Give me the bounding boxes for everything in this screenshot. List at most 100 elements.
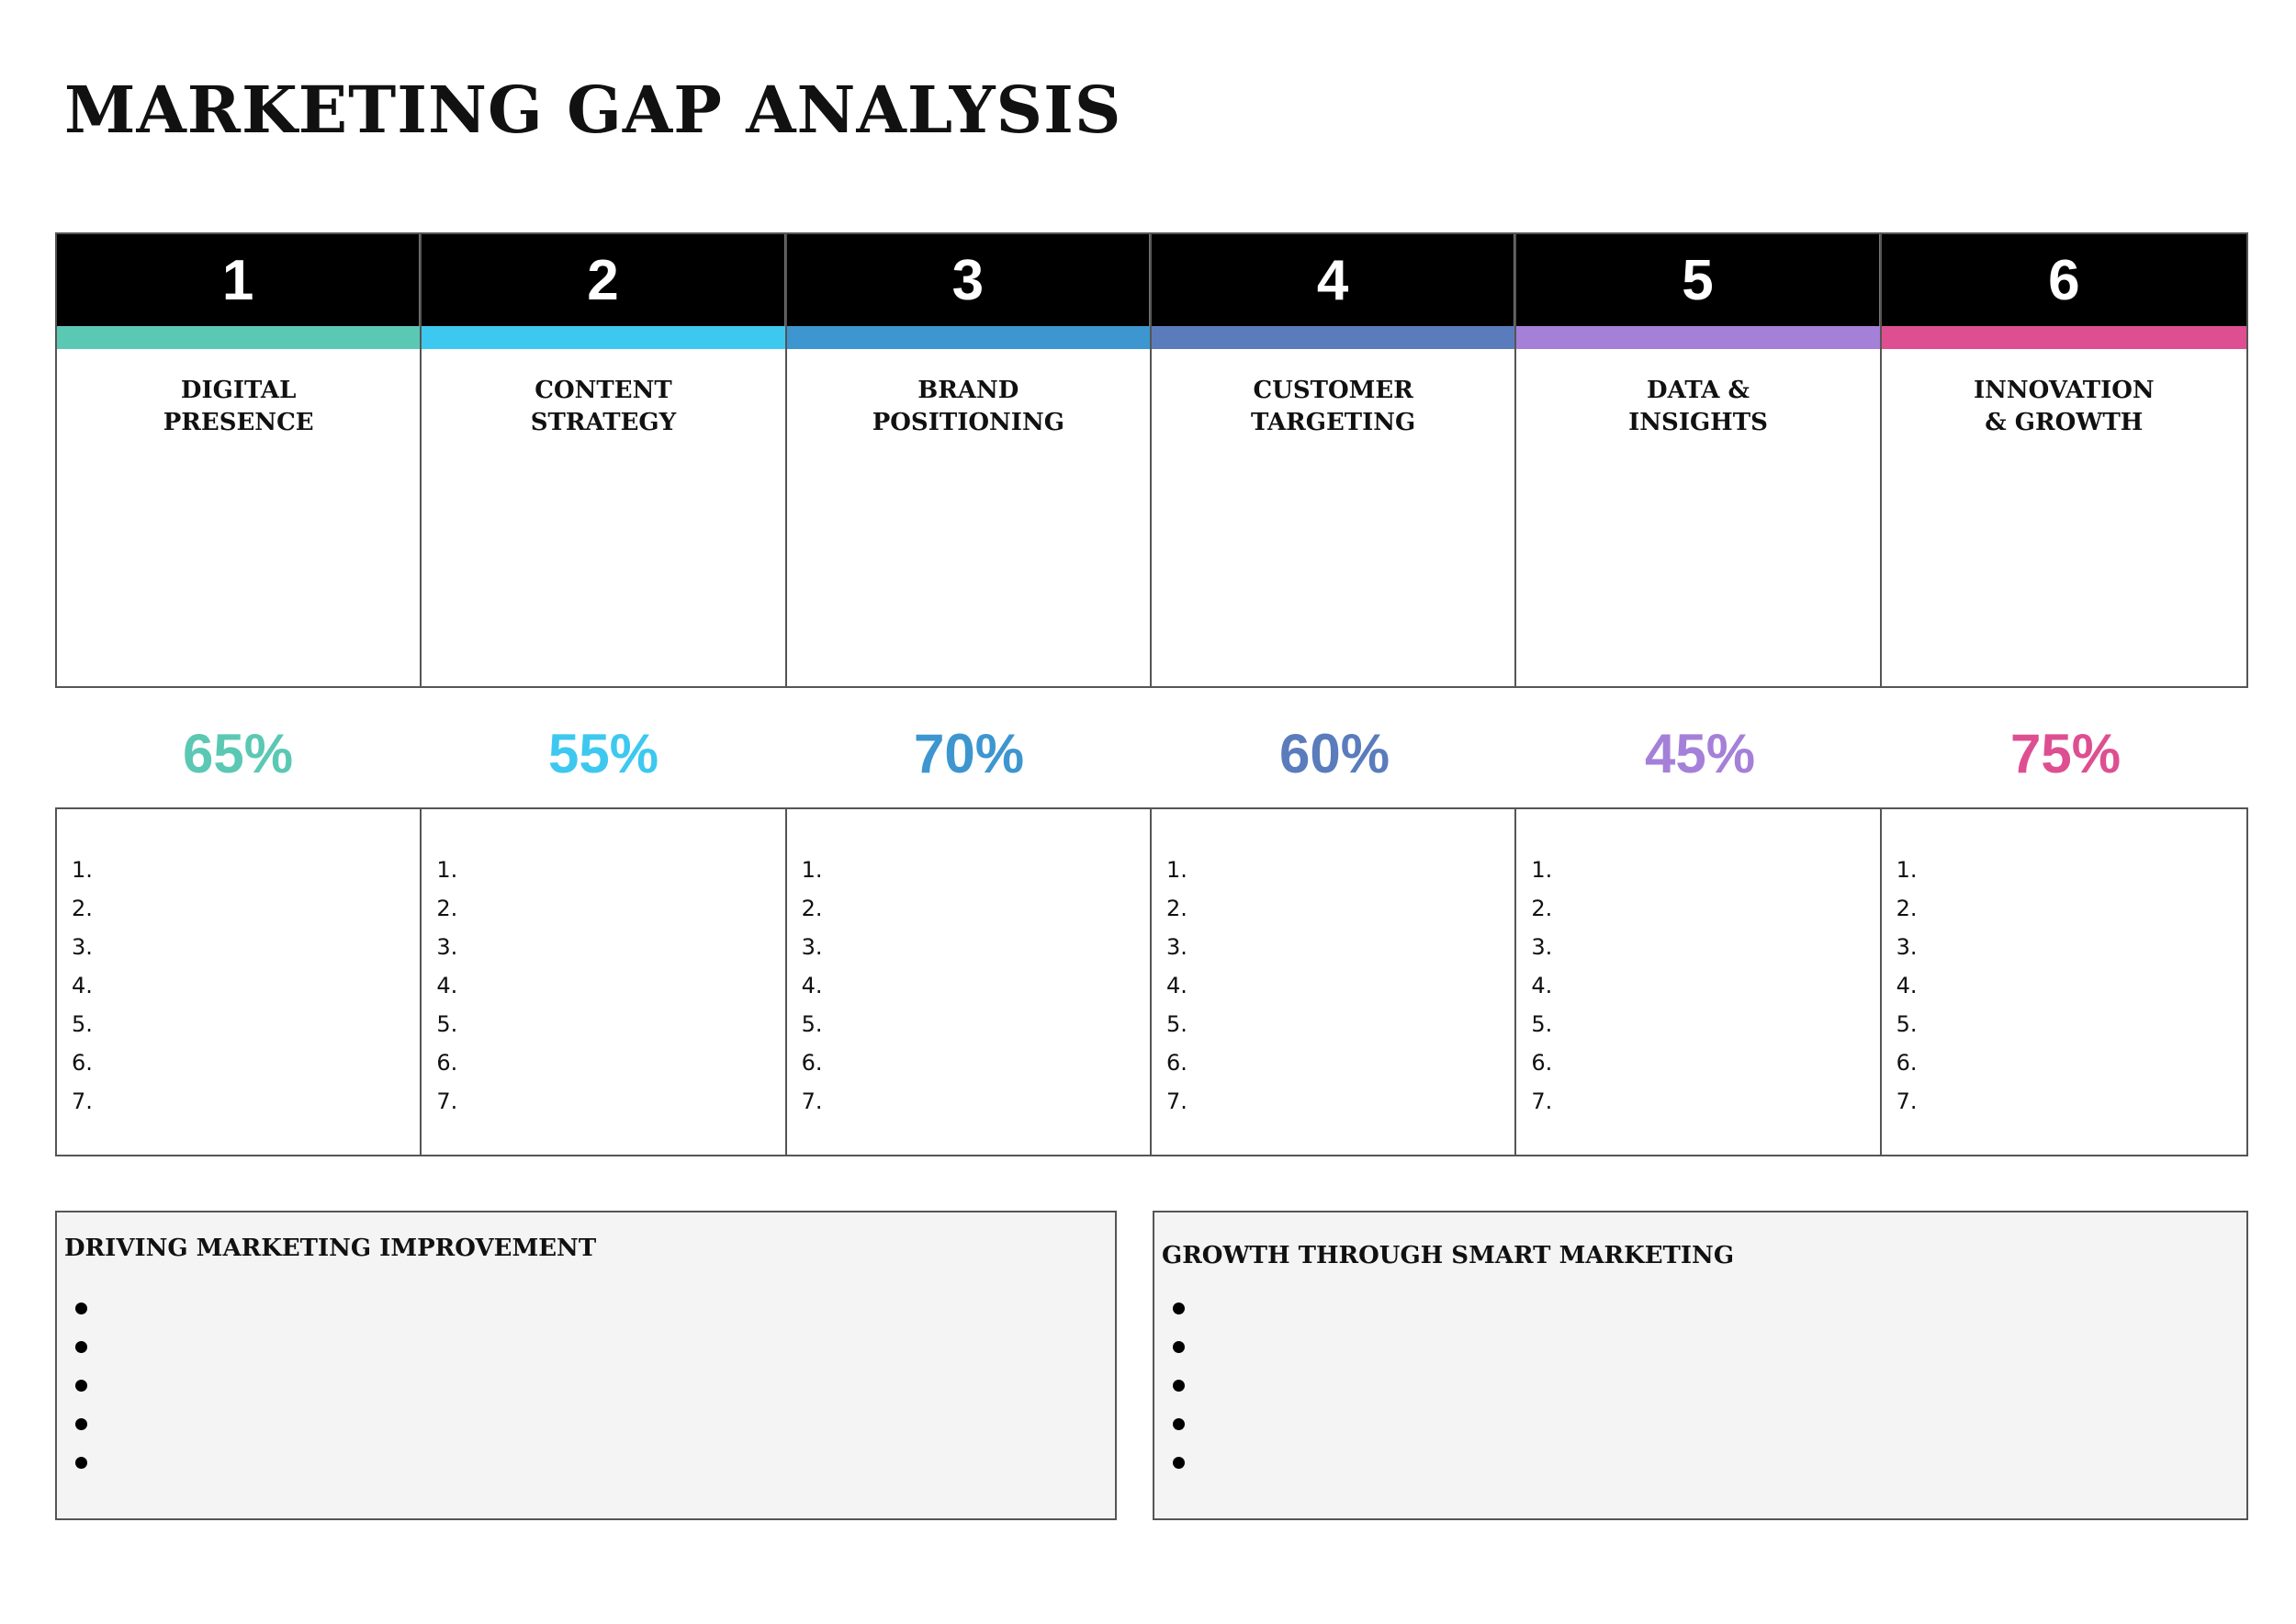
list-item: 5. — [436, 1011, 458, 1037]
list-item: 2. — [1896, 896, 1918, 921]
bullet-point — [75, 1418, 87, 1430]
list-item: 1. — [1896, 857, 1918, 883]
color-band — [1516, 326, 1880, 349]
list-item: 7. — [72, 1088, 93, 1114]
column-number-header: 5 — [1516, 234, 1880, 326]
list-item: 5. — [801, 1011, 823, 1037]
list-item: 7. — [1896, 1088, 1918, 1114]
category-title-line1: DIGITAL — [180, 377, 297, 404]
category-title-line2: STRATEGY — [530, 409, 677, 436]
category-column: 3 BRAND POSITIONING — [786, 234, 1152, 686]
list-item: 1. — [72, 857, 93, 883]
list-item: 4. — [1166, 973, 1187, 998]
list-item: 2. — [1531, 896, 1553, 921]
numbered-list-column: 1. 2. 3. 4. 5. 6. 7. — [422, 809, 787, 1155]
list-item: 1. — [1531, 857, 1553, 883]
category-title: DATA & INSIGHTS — [1516, 349, 1879, 439]
bullet-point — [75, 1303, 87, 1314]
color-band — [57, 326, 421, 349]
category-title: CUSTOMER TARGETING — [1152, 349, 1514, 439]
numbered-list-column: 1. 2. 3. 4. 5. 6. 7. — [1152, 809, 1517, 1155]
category-title: CONTENT STRATEGY — [422, 349, 784, 439]
category-title: INNOVATION & GROWTH — [1882, 349, 2246, 439]
list-item: 6. — [436, 1050, 458, 1076]
bullet-point — [75, 1380, 87, 1392]
list-item: 1. — [436, 857, 458, 883]
percentage-value: 60% — [1278, 723, 1390, 784]
list-item: 3. — [436, 934, 458, 960]
list-item: 4. — [1531, 973, 1553, 998]
category-title-line1: DATA & — [1647, 377, 1750, 404]
percentage-value: 45% — [1644, 723, 1756, 784]
color-band — [1881, 326, 2246, 349]
list-item: 1. — [1166, 857, 1187, 883]
bullet-point — [1173, 1303, 1185, 1314]
list-item: 5. — [1531, 1011, 1553, 1037]
bullet-point — [1173, 1341, 1185, 1353]
bullet-point — [1173, 1418, 1185, 1430]
category-column: 6 INNOVATION & GROWTH — [1881, 234, 2246, 686]
list-item: 6. — [72, 1050, 93, 1076]
list-item: 2. — [801, 896, 823, 921]
list-item: 2. — [1166, 896, 1187, 921]
list-item: 3. — [72, 934, 93, 960]
color-band — [422, 326, 785, 349]
category-column: 1 DIGITAL PRESENCE — [57, 234, 422, 686]
list-item: 4. — [801, 973, 823, 998]
percentage-value: 70% — [913, 723, 1025, 784]
numbered-list-column: 1. 2. 3. 4. 5. 6. 7. — [1516, 809, 1882, 1155]
list-item: 3. — [1531, 934, 1553, 960]
percent-row: 65% 55% 70% 60% 45% 75% — [55, 715, 2248, 794]
list-item: 4. — [436, 973, 458, 998]
category-title-line1: INNOVATION — [1973, 377, 2155, 404]
percentage-value: 75% — [2009, 723, 2122, 784]
category-title-line2: PRESENCE — [163, 409, 314, 436]
list-item: 2. — [72, 896, 93, 921]
numbered-list-column: 1. 2. 3. 4. 5. 6. 7. — [57, 809, 422, 1155]
category-column: 5 DATA & INSIGHTS — [1516, 234, 1882, 686]
percentage-value: 55% — [547, 723, 659, 784]
numbered-list-column: 1. 2. 3. 4. 5. 6. 7. — [787, 809, 1152, 1155]
note-title-left: DRIVING MARKETING IMPROVEMENT — [64, 1235, 597, 1262]
bullet-list-right — [1173, 1303, 1185, 1495]
category-column: 4 CUSTOMER TARGETING — [1152, 234, 1517, 686]
list-item: 4. — [1896, 973, 1918, 998]
category-title: DIGITAL PRESENCE — [57, 349, 420, 439]
note-title-right: GROWTH THROUGH SMART MARKETING — [1162, 1242, 1735, 1269]
list-item: 6. — [1166, 1050, 1187, 1076]
category-title-line2: & GROWTH — [1985, 409, 2144, 436]
bullet-point — [75, 1457, 87, 1469]
list-item: 3. — [1166, 934, 1187, 960]
list-item: 7. — [801, 1088, 823, 1114]
bullet-list-left — [75, 1303, 87, 1495]
category-title-line1: BRAND — [917, 377, 1019, 404]
list-item: 5. — [1166, 1011, 1187, 1037]
category-grid: 1 DIGITAL PRESENCE 2 CONTENT STRATEGY 3 BRAND PO… — [55, 232, 2248, 688]
list-item: 1. — [801, 857, 823, 883]
column-number-header: 2 — [422, 234, 785, 326]
category-title-line1: CONTENT — [535, 377, 672, 404]
column-number-header: 6 — [1881, 234, 2246, 326]
list-item: 6. — [1531, 1050, 1553, 1076]
list-item: 5. — [1896, 1011, 1918, 1037]
list-item: 2. — [436, 896, 458, 921]
list-item: 3. — [801, 934, 823, 960]
list-item: 6. — [801, 1050, 823, 1076]
numbered-list-column: 1. 2. 3. 4. 5. 6. 7. — [1882, 809, 2246, 1155]
color-band — [786, 326, 1150, 349]
numbered-list-grid: 1. 2. 3. 4. 5. 6. 7. 1. 2. 3. 4. 5. 6. 7. 1. 2. 3. 4. 5. 6.… — [55, 807, 2248, 1156]
page-title: MARKETING GAP ANALYSIS — [64, 72, 1122, 148]
list-item: 4. — [72, 973, 93, 998]
category-title: BRAND POSITIONING — [787, 349, 1150, 439]
list-item: 7. — [1531, 1088, 1553, 1114]
category-title-line2: INSIGHTS — [1628, 409, 1768, 436]
bullet-point — [1173, 1457, 1185, 1469]
list-item: 6. — [1896, 1050, 1918, 1076]
driving-marketing-improvement-box: DRIVING MARKETING IMPROVEMENT — [55, 1211, 1117, 1520]
list-item: 5. — [72, 1011, 93, 1037]
column-number-header: 1 — [57, 234, 421, 326]
category-title-line2: POSITIONING — [872, 409, 1064, 436]
bullet-point — [75, 1341, 87, 1353]
color-band — [1152, 326, 1515, 349]
percentage-value: 65% — [182, 723, 294, 784]
